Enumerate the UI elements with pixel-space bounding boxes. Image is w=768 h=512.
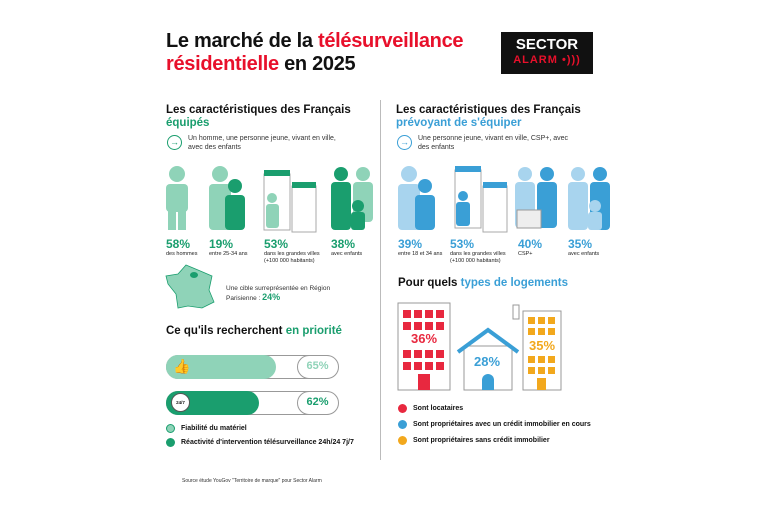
- csp-money-icon: [515, 167, 557, 229]
- planning-heading: Les caractéristiques des Français prévoy…: [396, 104, 581, 129]
- stat-item: 53% dans les grandes villes (+100 000 hab…: [450, 237, 506, 264]
- equipped-intro: Un homme, une personne jeune, vivant en …: [188, 135, 336, 151]
- stat-item: 58% des hommes: [166, 237, 198, 257]
- priority-bar-reactivity: 24/7 62%: [165, 390, 339, 415]
- stat-item: 38% avec enfants: [331, 237, 363, 257]
- france-map-icon: [165, 264, 215, 309]
- family-icon: [568, 167, 610, 230]
- region-text: Une cible surreprésentée en Région Paris…: [226, 285, 331, 302]
- stat-item: 19% entre 25-34 ans: [209, 237, 248, 257]
- city-buildings-icon: [263, 170, 317, 233]
- page-title: Le marché de la télésurveillance résiden…: [166, 30, 464, 76]
- legend-item: Fiabilité du matériel: [166, 424, 247, 433]
- priority-bar-reliability: 👍 65%: [165, 354, 339, 379]
- legend-item: Sont locataires: [398, 404, 463, 413]
- stat-item: 53% dans les grandes villes (+100 000 hab…: [264, 237, 320, 264]
- source-note: Source étude YouGov "Territoire de marqu…: [182, 478, 322, 484]
- arrow-right-icon: →: [397, 135, 412, 150]
- house-blue-icon: [456, 304, 520, 391]
- clock-24-7-icon: 24/7: [171, 393, 190, 412]
- equipped-heading: Les caractéristiques des Français équipé…: [166, 104, 351, 129]
- couple-young-icon: [398, 166, 435, 230]
- logo-line2: ALARM: [513, 54, 558, 66]
- signal-icon: •))): [561, 54, 581, 66]
- title-text: Le marché de la: [166, 30, 318, 52]
- title-highlight: télésurveillance: [317, 30, 464, 52]
- bar-value: 62%: [296, 390, 339, 415]
- planning-icons: [398, 166, 610, 233]
- logo-line1: SECTOR: [515, 36, 579, 53]
- legend-item: Réactivité d'intervention télésurveillan…: [166, 438, 354, 447]
- equipped-icons: [166, 166, 373, 233]
- housing-heading: Pour quels types de logements: [398, 277, 568, 289]
- legend-item: Sont propriétaires avec un crédit immobi…: [398, 420, 591, 429]
- stat-item: 39% entre 18 et 34 ans: [398, 237, 443, 257]
- title-text: en 2025: [278, 53, 356, 75]
- stat-item: 35% avec enfants: [568, 237, 600, 257]
- family-icon: [331, 167, 373, 230]
- sector-alarm-logo: SECTOR ALARM •))): [501, 32, 593, 74]
- thumbs-up-icon: 👍: [173, 358, 191, 374]
- housing-value-owners-credit: 28%: [474, 354, 501, 369]
- city-buildings-icon: [454, 166, 508, 233]
- man-icon: [166, 166, 188, 230]
- housing-value-owners-no-credit: 35%: [529, 338, 556, 353]
- planning-intro: Une personne jeune, vivant en ville, CSP…: [418, 135, 569, 151]
- young-person-icon: [225, 179, 245, 230]
- housing-value-renters: 36%: [411, 331, 438, 346]
- arrow-right-icon: →: [167, 135, 182, 150]
- apartment-building-orange-icon: [522, 310, 562, 391]
- bar-fill: [165, 354, 276, 379]
- apartment-building-red-icon: [397, 302, 451, 391]
- legend-item: Sont propriétaires sans crédit immobilie…: [398, 436, 550, 445]
- stat-item: 40% CSP+: [518, 237, 543, 257]
- bar-value: 65%: [296, 354, 339, 379]
- column-divider: [380, 100, 381, 460]
- priority-heading: Ce qu'ils recherchent en priorité: [166, 325, 342, 337]
- housing-illustration: [397, 302, 562, 391]
- title-highlight: résidentielle: [166, 53, 279, 75]
